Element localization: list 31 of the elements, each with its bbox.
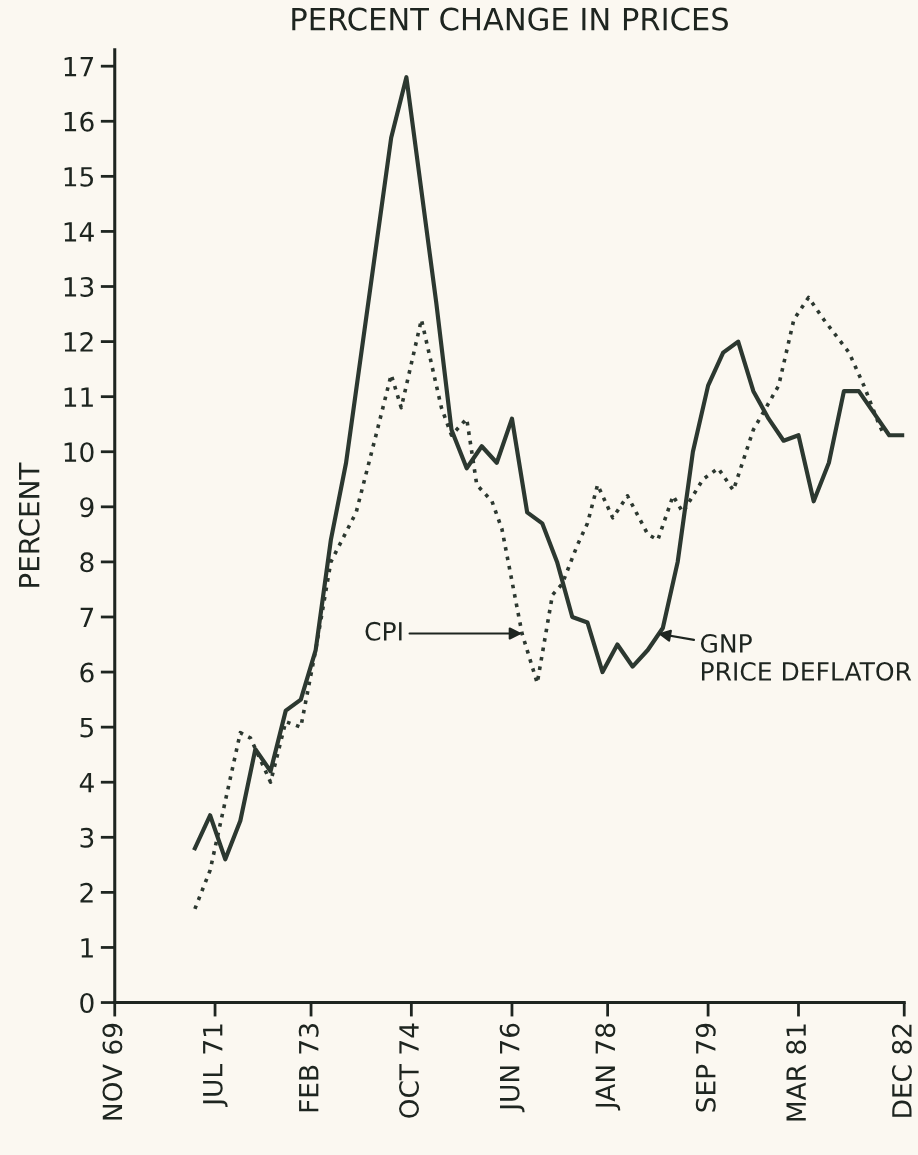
x-tick-label: JUN 76 (499, 1023, 525, 1113)
y-tick-label: 15 (64, 167, 93, 187)
y-tick-label: 12 (64, 332, 93, 352)
y-tick-label: 7 (80, 607, 94, 628)
y-tick-label: 9 (80, 497, 94, 518)
y-tick-label: 11 (64, 387, 93, 407)
x-tick-label: FEB 73 (298, 1024, 319, 1112)
x-tick-label: DEC 82 (891, 1024, 912, 1117)
x-tick-label: JUL 71 (203, 1024, 228, 1108)
y-tick-label: 1 (81, 938, 93, 958)
y-tick-label: 2 (80, 882, 93, 903)
annotation: GNP PRICE DEFLATOR (700, 633, 912, 681)
x-tick-label: JAN 78 (595, 1023, 621, 1111)
chart-title: PERCENT CHANGE IN PRICES (292, 7, 728, 31)
x-tick-label: NOV 69 (102, 1023, 123, 1120)
y-tick-label: 17 (64, 56, 94, 77)
y-tick-label: 6 (80, 662, 94, 683)
y-tick-label: 8 (80, 552, 94, 573)
y-tick-label: 0 (80, 992, 94, 1013)
x-tick-label: OCT 74 (399, 1023, 419, 1118)
x-tick-label: SEP 79 (695, 1023, 716, 1112)
y-tick-label: 5 (80, 717, 93, 738)
x-tick-label: MAR 81 (786, 1024, 807, 1121)
y-tick-label: 4 (79, 773, 94, 793)
y-tick-label: 14 (64, 222, 94, 242)
y-tick-label: 16 (64, 111, 94, 132)
annotation: CPI (365, 621, 402, 641)
y-tick-label: 3 (80, 827, 94, 848)
y-tick-label: 10 (64, 442, 94, 463)
y-axis-title: PERCENT (18, 462, 40, 587)
y-tick-label: 13 (64, 276, 94, 297)
